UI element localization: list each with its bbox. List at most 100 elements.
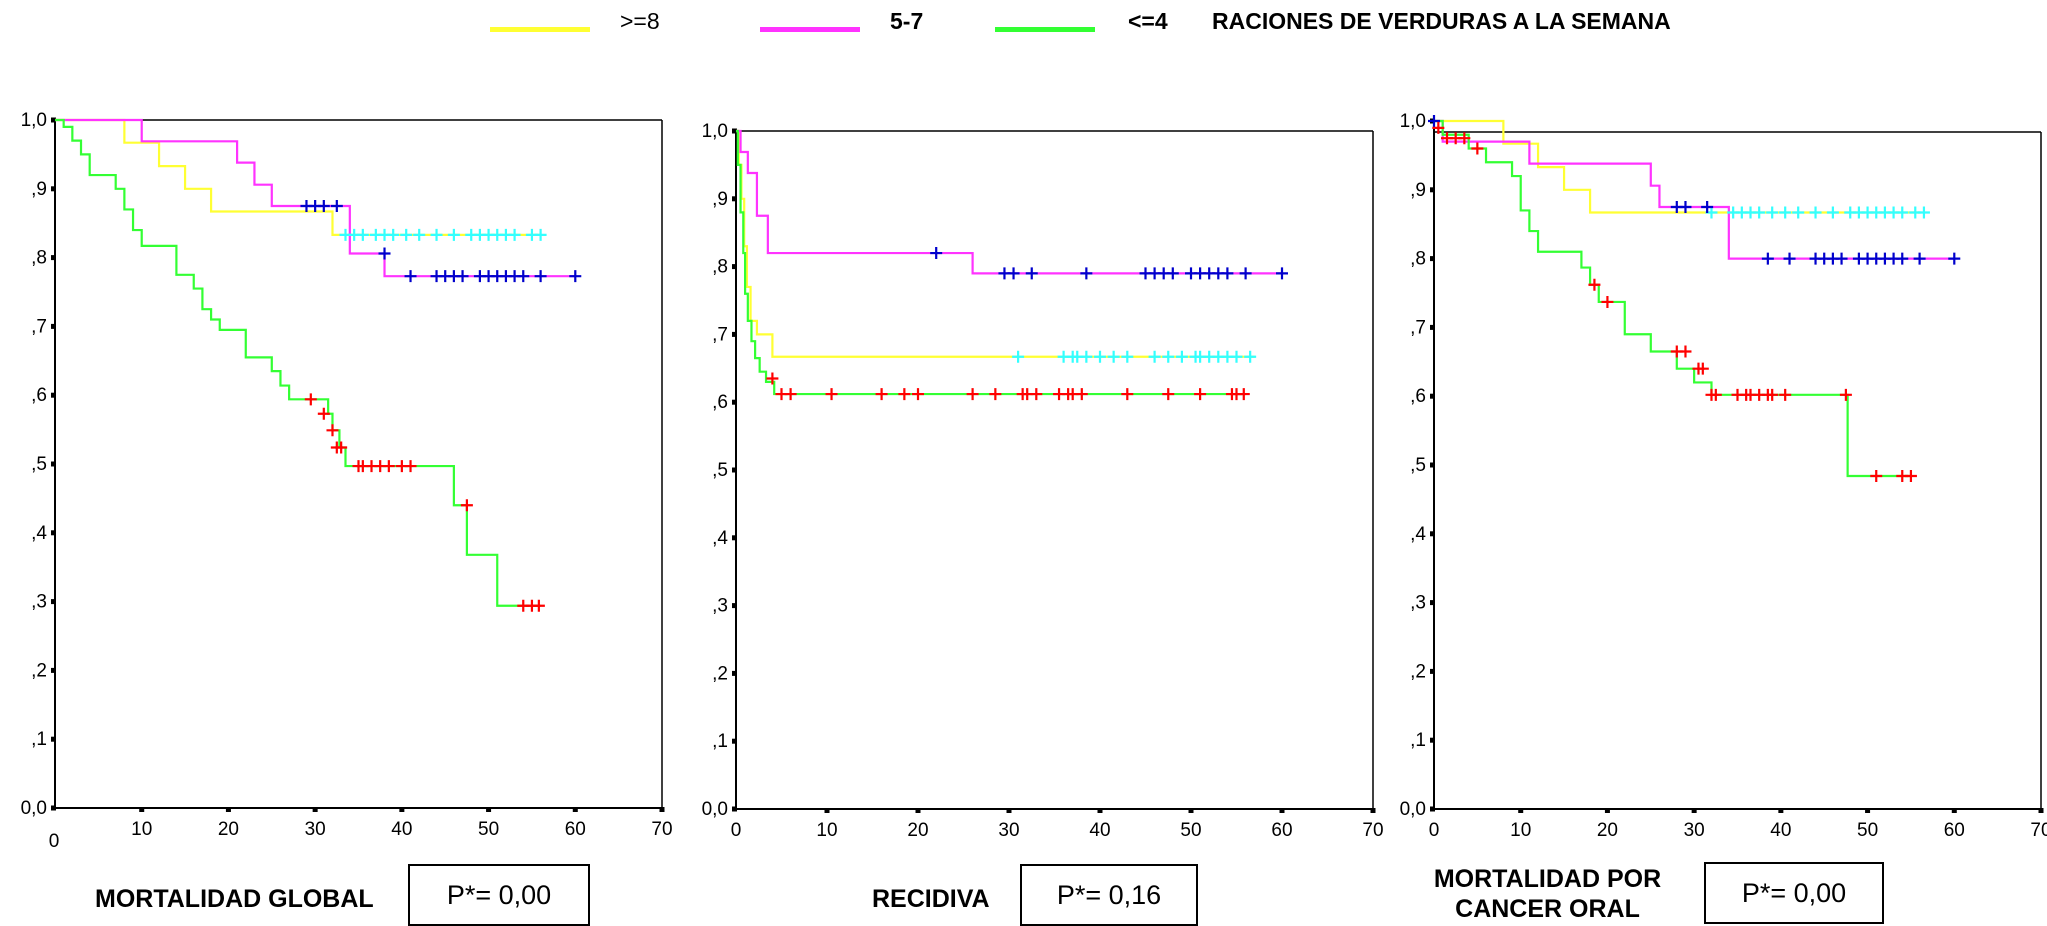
censor-mark: [875, 388, 888, 401]
x-tick-label: 40: [1770, 820, 1791, 841]
censor-mark: [989, 388, 1002, 401]
km-curve-series-1: [1434, 119, 1955, 260]
y-tick-label: ,9: [712, 189, 728, 210]
km-curve-series-0: [55, 118, 541, 236]
km-chart-mortalidad-global: 0,0 ,1 ,2 ,3 ,4 ,5 ,6 ,7 ,8 ,9 1,0 10 20 30 40 50 60 70 0: [21, 110, 673, 852]
censor-mark: [898, 388, 911, 401]
y-tick-mark: [51, 323, 56, 329]
y-tick-mark: [1430, 668, 1435, 674]
y-tick-mark: [51, 392, 56, 398]
y-tick-mark: [51, 186, 56, 192]
x-tick-label: 30: [305, 819, 326, 840]
censor-mark: [784, 388, 797, 401]
km-curve-series-2: [736, 129, 1246, 396]
censor-mark: [460, 499, 473, 512]
x-tick-mark: [1370, 808, 1376, 813]
y-tick-mark: [51, 255, 56, 261]
y-tick-label: ,7: [1410, 317, 1426, 338]
censor-mark: [1458, 132, 1471, 145]
x-tick-label: 50: [1857, 820, 1878, 841]
censor-mark: [1175, 350, 1188, 363]
censor-mark: [304, 393, 317, 406]
x-tick-label: 50: [478, 819, 499, 840]
legend-label-ge8: >=8: [620, 8, 660, 34]
chart-panel-mortalidad-cancer-oral: 0,0,1,2,3,4,5,6,7,8,9 1,0 0 10 20 30 40 50 60 70 …: [1380, 0, 2047, 924]
y-tick-label: ,1: [1410, 730, 1426, 751]
censor-mark: [1025, 267, 1038, 280]
y-tick-mark: [1430, 256, 1435, 262]
pvalue-box: P*= 0,16: [1020, 864, 1198, 926]
censor-mark: [1162, 388, 1175, 401]
censor-mark: [1766, 388, 1779, 401]
censor-mark: [1007, 267, 1020, 280]
x-tick-mark: [312, 807, 318, 812]
censor-mark: [534, 228, 547, 241]
censor-mark: [1948, 252, 1961, 265]
censor-mark: [766, 372, 779, 385]
censor-mark: [387, 228, 400, 241]
censor-mark: [356, 228, 369, 241]
y-tick-mark: [1430, 806, 1435, 812]
y-tick-label: ,5: [712, 460, 728, 481]
censor-mark: [1237, 388, 1250, 401]
censor-mark: [1012, 350, 1025, 363]
y-tick-mark: [732, 670, 737, 676]
y-tick-label: ,9: [31, 179, 47, 200]
km-curve-series-2: [1434, 119, 1911, 478]
y-tick-mark: [732, 399, 737, 405]
x-tick-mark: [915, 808, 921, 813]
x-tick-label: 10: [1510, 820, 1531, 841]
censor-mark: [1826, 206, 1839, 219]
x-tick-label: 0: [1429, 820, 1440, 841]
x-tick-label: 70: [2030, 820, 2047, 841]
pvalue-box: P*= 0,00: [1704, 862, 1884, 924]
y-tick-mark: [732, 128, 737, 134]
x-tick-label: 20: [218, 819, 239, 840]
censor-mark: [825, 388, 838, 401]
censor-mark: [966, 388, 979, 401]
x-tick-mark: [1006, 808, 1012, 813]
censor-mark: [1080, 350, 1093, 363]
censor-mark: [404, 270, 417, 283]
x-tick-mark: [2038, 808, 2044, 813]
x-tick-label: 60: [1944, 820, 1965, 841]
censor-mark: [1194, 388, 1207, 401]
chart-title: MORTALIDAD GLOBAL: [95, 885, 374, 913]
y-tick-mark: [51, 530, 56, 536]
x-tick-label: 20: [1597, 820, 1618, 841]
y-tick-mark: [1430, 187, 1435, 193]
censor-mark: [1588, 278, 1601, 291]
x-tick-mark: [1865, 808, 1871, 813]
censor-mark: [1761, 252, 1774, 265]
censor-mark: [532, 599, 545, 612]
y-tick-label: ,8: [712, 257, 728, 278]
censor-mark: [1896, 206, 1909, 219]
x-tick-mark: [659, 807, 665, 812]
censor-mark: [569, 270, 582, 283]
chart-panel-recidiva: 0,0,1,2,3,4,5,6,7,8,9 1,0 0 10 20 30 40 50 60 70 …: [680, 0, 1384, 926]
censor-mark: [1239, 267, 1252, 280]
y-tick-label: ,7: [712, 324, 728, 345]
x-tick-label: 40: [391, 819, 412, 840]
censor-mark: [1428, 115, 1440, 127]
y-tick-label: ,1: [31, 729, 47, 750]
y-tick-label: ,7: [31, 316, 47, 337]
chart-title-line-1: MORTALIDAD POR: [1433, 865, 1662, 893]
censor-mark: [517, 270, 530, 283]
legend-line-le4: [995, 27, 1095, 32]
x-tick-mark: [225, 807, 231, 812]
censor-mark: [1221, 267, 1234, 280]
x-tick-mark: [1604, 808, 1610, 813]
y-tick-mark: [732, 535, 737, 541]
censor-mark: [912, 388, 924, 401]
x-tick-mark: [1279, 808, 1285, 813]
km-curve-series-2: [55, 118, 541, 607]
chart-title-line-2: CANCER ORAL: [1455, 895, 1640, 923]
y-tick-mark: [1430, 393, 1435, 399]
censor-mark: [1783, 252, 1796, 265]
x-tick-label: 70: [651, 819, 672, 840]
x-tick-label: 50: [1180, 820, 1201, 841]
censor-mark: [317, 200, 330, 212]
censor-mark: [1094, 350, 1106, 363]
y-tick-mark: [51, 805, 56, 811]
